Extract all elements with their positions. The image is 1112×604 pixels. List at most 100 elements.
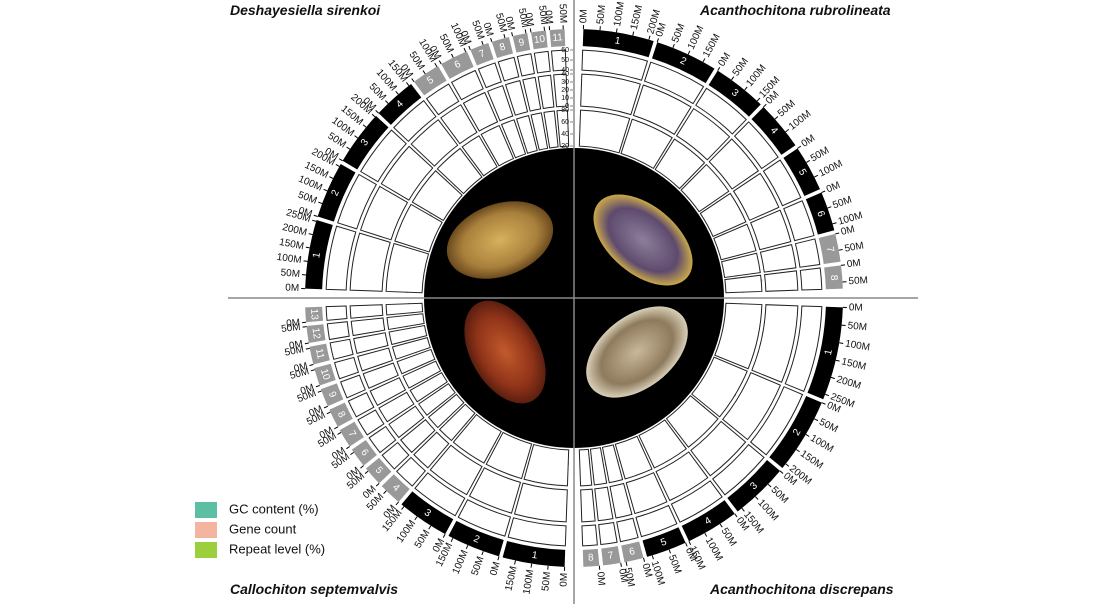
- track-cell: [388, 405, 425, 439]
- chromosome: [401, 491, 454, 535]
- tick-mark: [468, 45, 471, 50]
- tick-label: 0M: [846, 258, 861, 271]
- tick-label: 50M: [719, 526, 739, 548]
- chromosome-label: 4: [703, 515, 714, 528]
- tick-label: 50M: [281, 322, 302, 335]
- tick-mark: [731, 76, 735, 81]
- tick-label: 50M: [844, 240, 865, 254]
- tick-mark: [346, 146, 351, 150]
- track-cell: [638, 419, 687, 469]
- chromosome-label: 12: [310, 327, 322, 340]
- tick-mark: [310, 369, 315, 372]
- tick-mark: [401, 506, 405, 510]
- track-cell: [396, 456, 427, 487]
- tick-mark: [704, 532, 708, 537]
- legend-swatch: [195, 522, 217, 538]
- tick-mark: [688, 540, 692, 546]
- chromosome: [470, 43, 494, 66]
- track-cell: [764, 270, 799, 292]
- tick-label: 50M: [516, 7, 530, 28]
- track-cell: [357, 409, 385, 436]
- tick-mark: [383, 490, 387, 494]
- track-cell: [620, 118, 673, 170]
- scale-label: 10: [561, 95, 569, 102]
- tick-mark: [643, 557, 646, 562]
- chromosome-label: 2: [330, 188, 342, 198]
- chromosome-label: 11: [313, 348, 326, 361]
- track-cell: [388, 324, 428, 346]
- scale-label: 50: [561, 57, 569, 64]
- chromosome: [491, 36, 514, 59]
- tick-label: 50M: [536, 5, 549, 26]
- tick-mark: [350, 451, 354, 456]
- tick-mark: [797, 145, 802, 149]
- track-cell: [601, 444, 624, 484]
- track-cell: [413, 431, 450, 469]
- tick-mark: [346, 446, 350, 450]
- track-cell: [530, 112, 549, 151]
- tick-label: 150M: [701, 32, 723, 59]
- track-cells: [325, 49, 823, 547]
- track-cell: [350, 317, 386, 337]
- chromosome-label: 1: [531, 550, 539, 562]
- tick-label: 150M: [840, 356, 867, 372]
- tick-label: 0M: [800, 133, 818, 150]
- track-cell: [635, 504, 678, 538]
- tick-label: 100M: [686, 24, 707, 51]
- tick-label: 100M: [808, 433, 835, 455]
- chromosome-label: 8: [499, 41, 508, 53]
- chromosome: [378, 83, 422, 125]
- tick-mark: [648, 35, 651, 40]
- track-cell: [578, 448, 593, 487]
- track-cell: [609, 482, 633, 519]
- track-cell: [440, 104, 478, 145]
- tick-mark: [825, 393, 830, 397]
- tick-label: 0M: [849, 302, 863, 313]
- track-cell: [713, 223, 757, 261]
- tick-mark: [672, 43, 675, 49]
- tick-label: 100M: [612, 1, 627, 27]
- track-cell: [386, 313, 425, 331]
- tick-label: 50M: [595, 4, 608, 24]
- tick-mark: [814, 174, 819, 178]
- track-cell: [594, 486, 614, 522]
- chromosome: [642, 527, 686, 557]
- chromosome: [807, 306, 843, 400]
- tick-label: 0M: [285, 283, 299, 294]
- scale-label: 60: [561, 119, 569, 126]
- track-cell: [759, 244, 797, 273]
- tick-mark: [620, 562, 622, 567]
- track-cell: [333, 356, 360, 380]
- tick-mark: [625, 561, 628, 566]
- tick-label: 50M: [493, 12, 509, 34]
- track-cell: [409, 371, 448, 403]
- track-cell: [680, 163, 730, 213]
- track-cell: [380, 145, 434, 201]
- legend-swatch: [195, 542, 217, 558]
- legend-label: Gene count: [229, 521, 297, 536]
- tick-mark: [719, 523, 723, 528]
- track-cell: [655, 451, 709, 502]
- chromosome: [530, 30, 548, 50]
- track-cell: [537, 74, 555, 110]
- tick-mark: [490, 37, 493, 43]
- track-cell: [436, 147, 483, 195]
- tick-label: 50M: [296, 190, 318, 207]
- species-name: Acanthochitona rubrolineata: [699, 2, 891, 18]
- track-cell: [340, 374, 366, 399]
- tick-label: 0M: [299, 382, 316, 397]
- track-cell: [477, 62, 502, 89]
- track-cell: [708, 138, 760, 190]
- tick-mark: [305, 246, 310, 249]
- chromosome-label: 5: [425, 74, 436, 86]
- track-cell: [329, 338, 354, 360]
- tick-label: 50M: [831, 194, 853, 211]
- chromosome-label: 8: [828, 274, 839, 281]
- chromosome-label: 1: [823, 348, 835, 356]
- tick-mark: [395, 501, 399, 506]
- scale-label: 0: [565, 103, 569, 110]
- chromosome: [805, 192, 835, 235]
- scale-label: 80: [561, 107, 569, 114]
- tick-mark: [317, 390, 322, 393]
